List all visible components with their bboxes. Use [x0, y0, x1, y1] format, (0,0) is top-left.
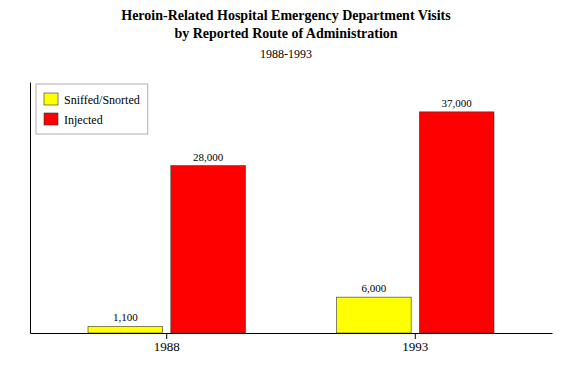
x-tick-label: 1993: [402, 339, 428, 354]
bars: [88, 112, 494, 333]
subtitle: 1988-1993: [260, 47, 312, 61]
x-tick-mark: [166, 333, 167, 339]
data-labels: 1,100 6,000 28,000 37,000: [113, 97, 472, 324]
bar: [88, 326, 163, 333]
data-label: 37,000: [442, 97, 473, 109]
data-label: 6,000: [361, 282, 386, 294]
legend-swatch: [44, 113, 58, 125]
legend-label: Sniffed/Snorted: [64, 93, 140, 107]
legend: Sniffed/Snorted Injected: [36, 84, 148, 134]
bar: [337, 297, 412, 333]
legend-label: Injected: [64, 113, 103, 127]
legend-item: Sniffed/Snorted: [44, 93, 140, 107]
x-tick: 1993: [402, 333, 428, 354]
plot: 1,100 6,000 28,000 37,000 1988 1993 Sniffed/Sn…: [31, 83, 553, 355]
title: Heroin-Related Hospital Emergency Depart…: [121, 8, 451, 23]
legend-item: Injected: [44, 113, 103, 127]
data-label: 28,000: [193, 151, 224, 163]
x-tick-mark: [415, 333, 416, 339]
y-axis-line: [30, 83, 31, 334]
data-label: 1,100: [113, 311, 138, 323]
legend-frame: [36, 84, 148, 134]
title: by Reported Route of Administration: [174, 26, 397, 41]
x-tick-label: 1988: [154, 339, 180, 354]
x-axis: 1988 1993: [31, 333, 553, 354]
chart: Heroin-Related Hospital Emergency Depart…: [0, 0, 572, 365]
bar: [419, 112, 494, 333]
x-tick: 1988: [154, 333, 180, 354]
legend-swatch: [44, 93, 58, 105]
x-axis-line: [31, 333, 553, 334]
bar: [171, 166, 246, 333]
y-axis: [30, 83, 31, 334]
